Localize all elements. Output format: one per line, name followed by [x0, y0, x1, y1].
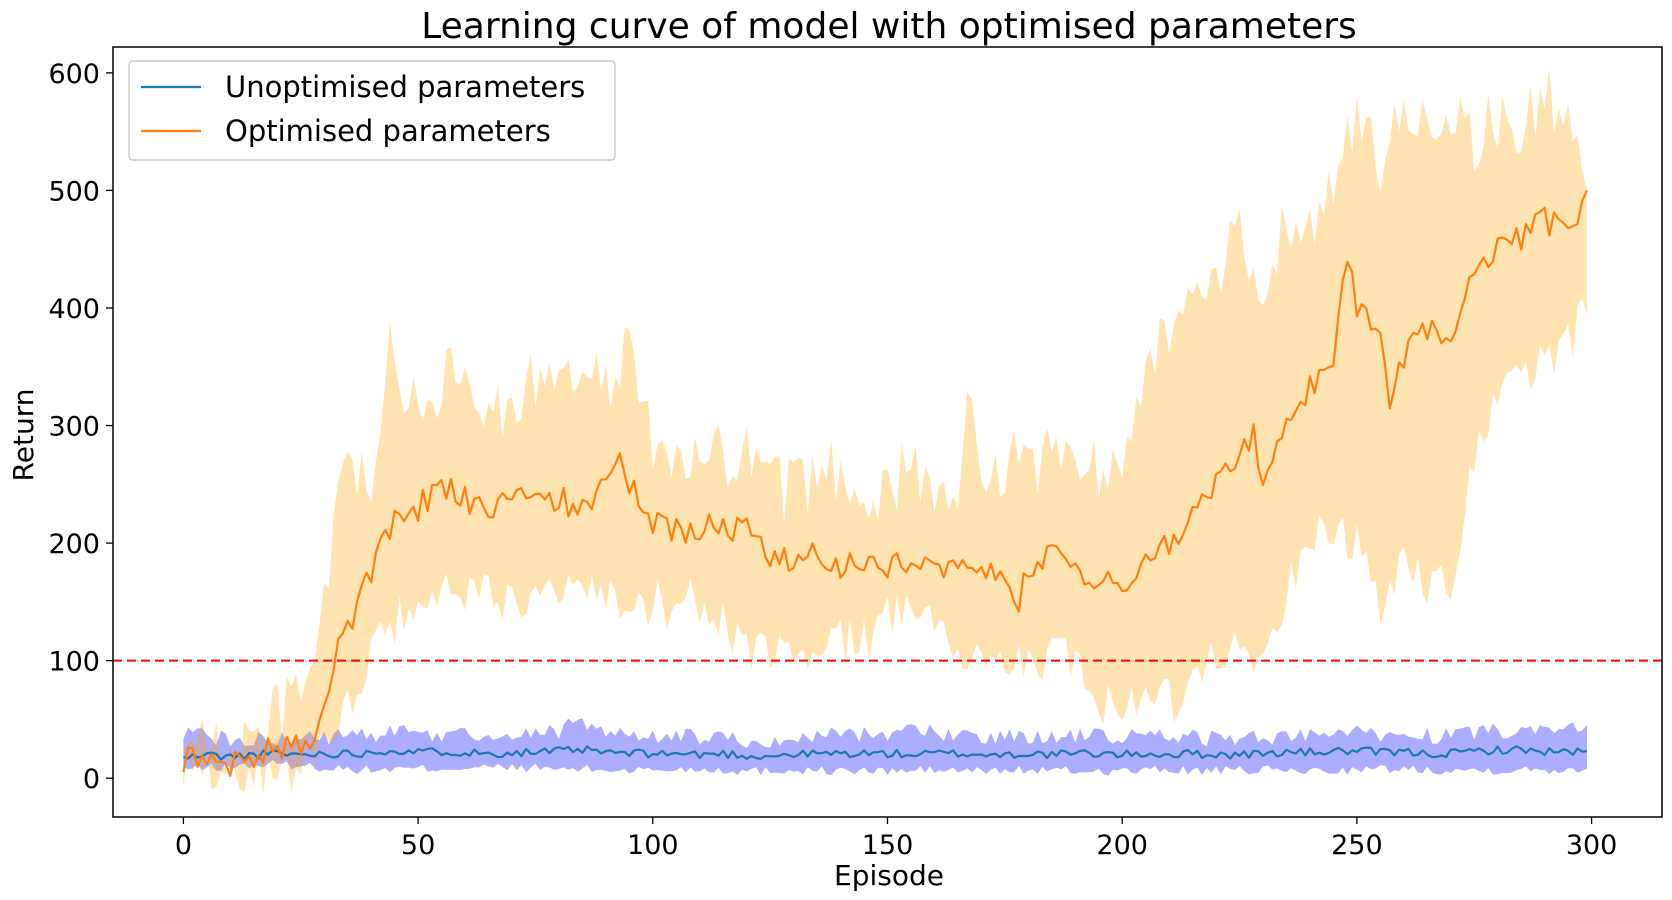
x-axis-ticks: 0 50 100 150 200 250 300 — [175, 817, 1618, 861]
x-tick-label-250: 250 — [1331, 830, 1383, 861]
band-unoptimised — [183, 718, 1587, 776]
legend: Unoptimised parameters Optimised paramet… — [128, 60, 616, 161]
series-lines — [182, 189, 1588, 777]
x-axis-title: Episode — [834, 859, 944, 892]
y-tick-label-0: 0 — [83, 764, 100, 795]
x-tick-label-150: 150 — [862, 830, 914, 861]
x-tick-label-300: 300 — [1566, 830, 1618, 861]
x-tick-label-100: 100 — [627, 830, 679, 861]
legend-box — [128, 60, 616, 161]
y-axis-title: Return — [7, 389, 40, 482]
y-tick-label-600: 600 — [48, 59, 100, 90]
legend-label-unoptimised: Unoptimised parameters — [225, 70, 585, 104]
x-tick-label-50: 50 — [401, 830, 435, 861]
series-line-unoptimised — [183, 745, 1587, 761]
y-tick-label-300: 300 — [48, 412, 100, 443]
band-optimised — [183, 68, 1587, 796]
legend-label-optimised: Optimised parameters — [225, 114, 551, 148]
series-line-optimised — [182, 189, 1588, 777]
confidence-bands — [183, 68, 1587, 796]
chart-title: Learning curve of model with optimised p… — [421, 6, 1357, 47]
y-tick-label-500: 500 — [48, 176, 100, 207]
y-tick-label-200: 200 — [48, 529, 100, 560]
x-tick-label-0: 0 — [175, 830, 192, 861]
y-tick-label-100: 100 — [48, 647, 100, 678]
y-axis-ticks: 0 100 200 300 400 500 600 — [48, 59, 113, 795]
y-tick-label-400: 400 — [48, 294, 100, 325]
x-tick-label-200: 200 — [1096, 830, 1148, 861]
